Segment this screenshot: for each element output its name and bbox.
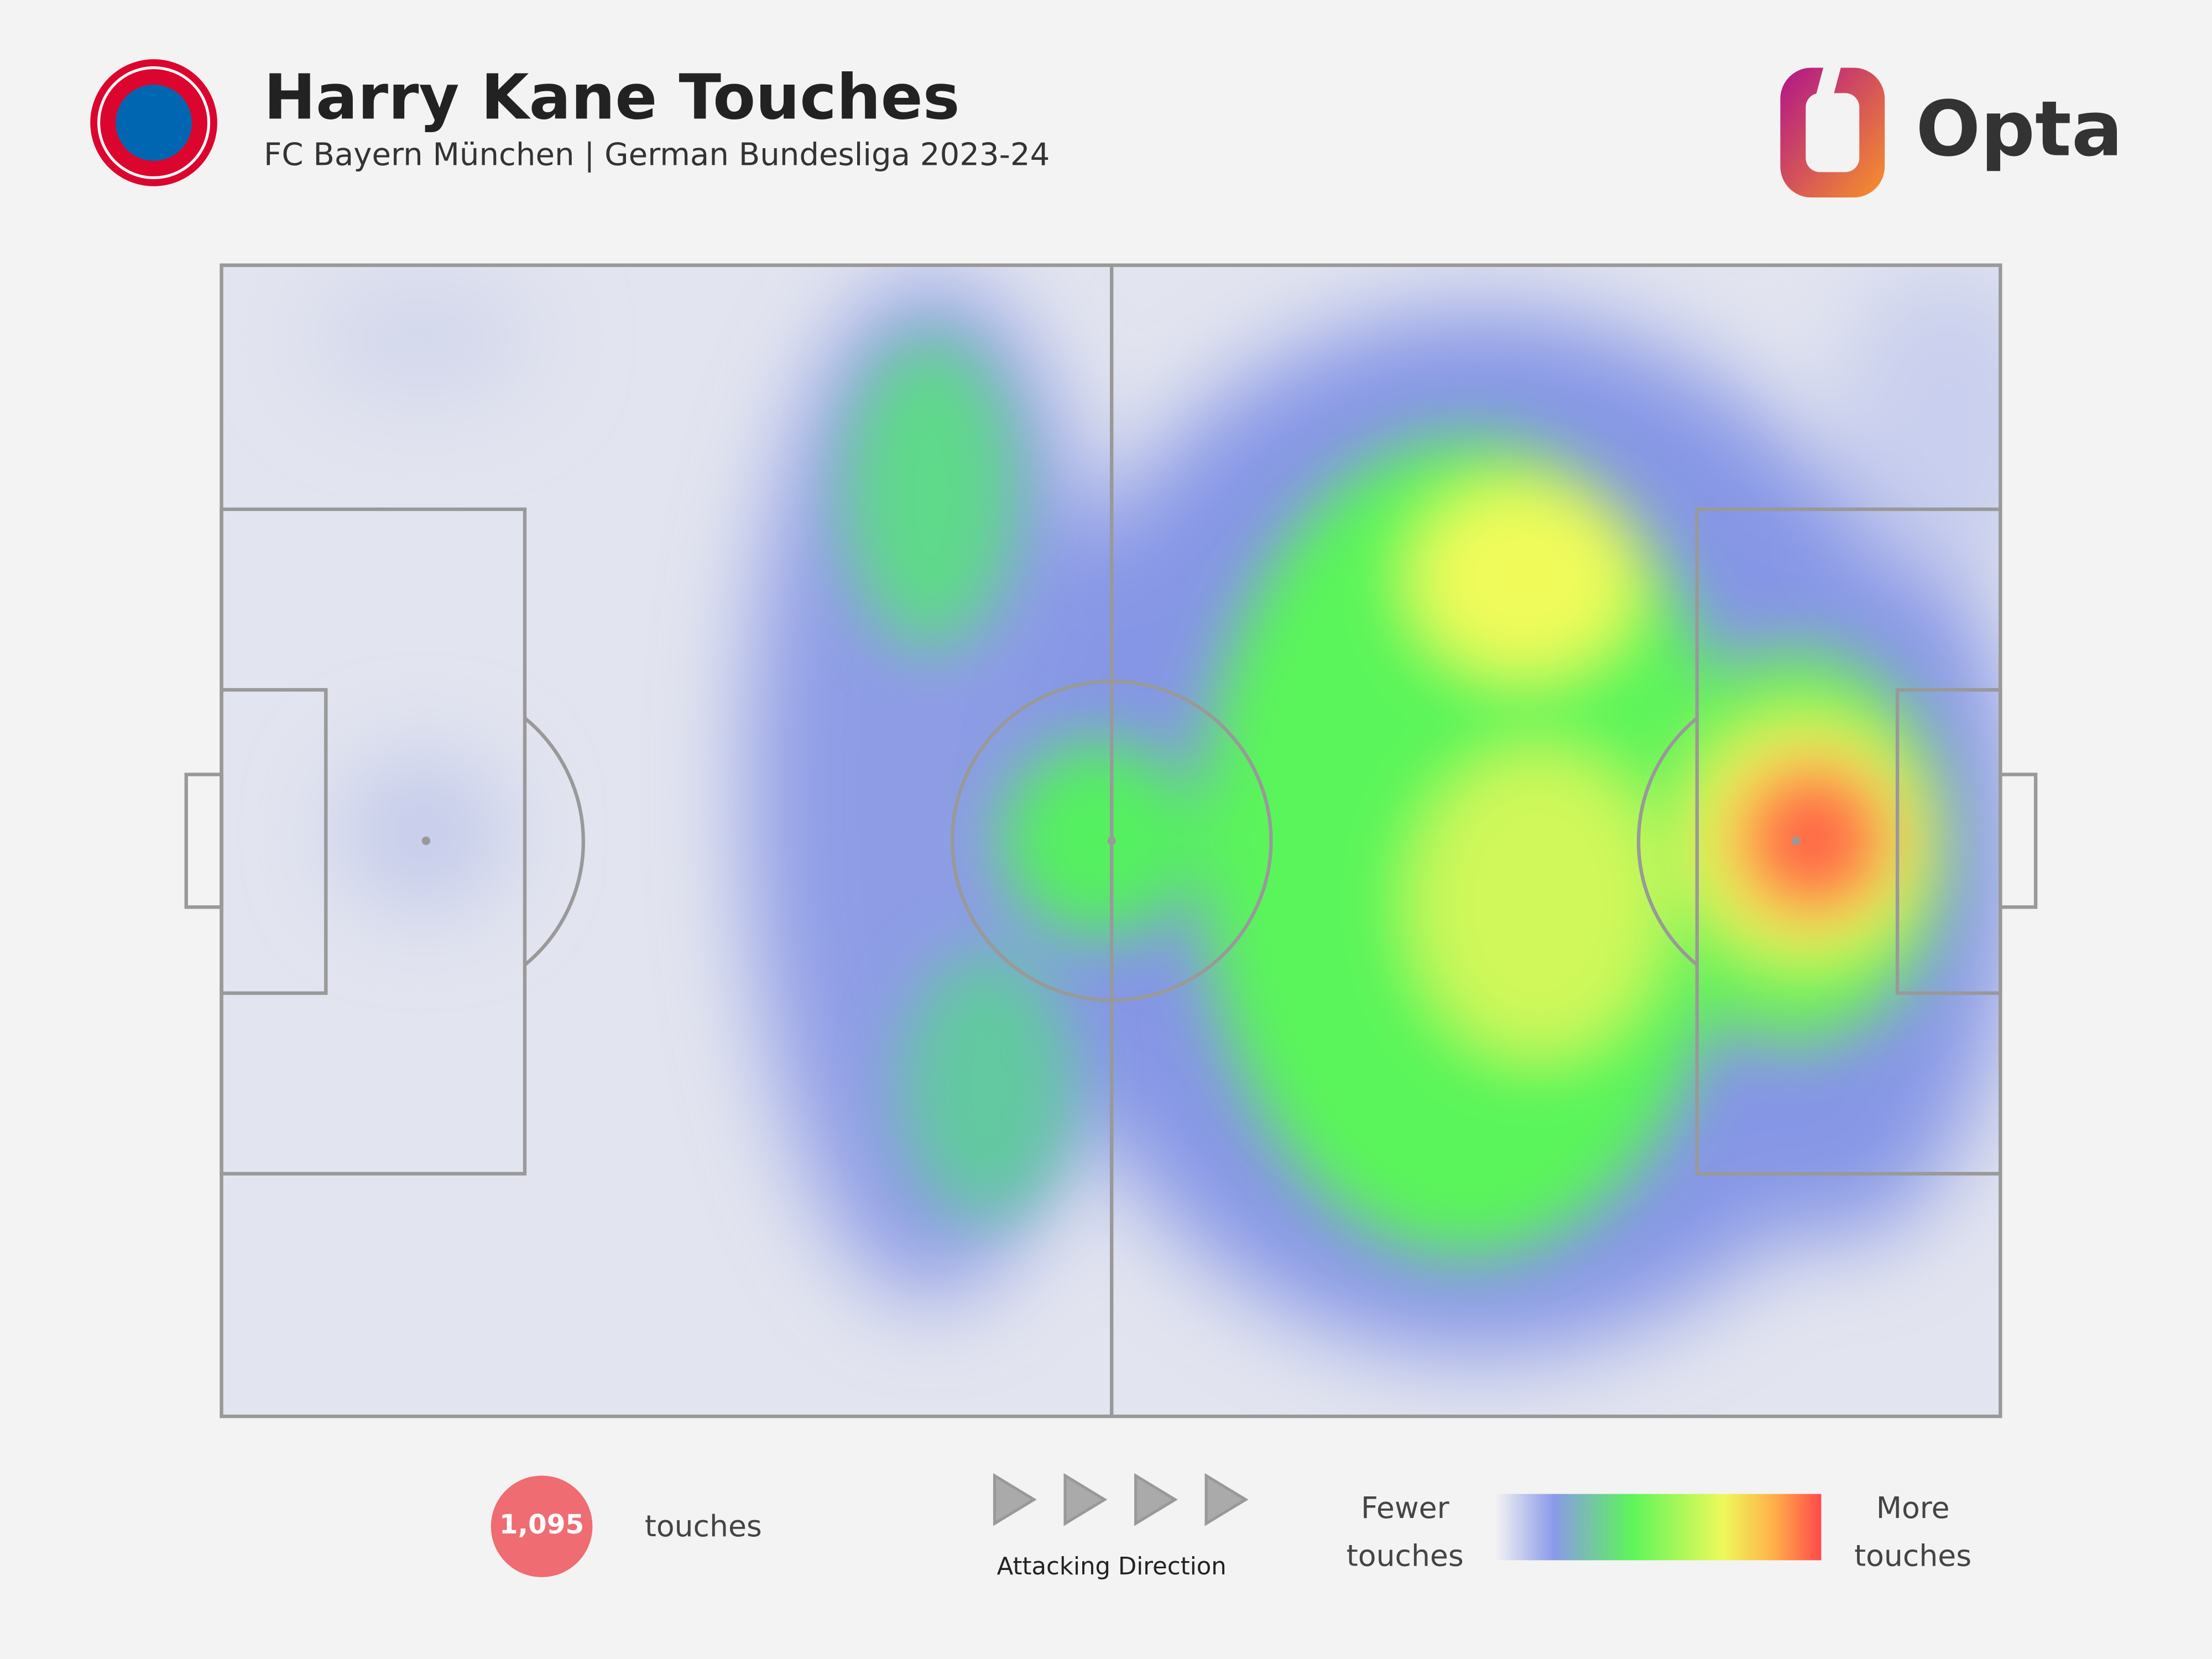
direction-label: Attacking Direction	[997, 1553, 1227, 1582]
title: Harry Kane Touches	[264, 62, 960, 134]
legend-low: Fewer touches	[1346, 1491, 1464, 1573]
touches-label: touches	[644, 1509, 762, 1543]
subtitle: FC Bayern München | German Bundesliga 20…	[264, 138, 1050, 174]
club-crest	[90, 59, 217, 186]
legend-high: More touches	[1854, 1491, 1972, 1573]
touches-count: 1,095	[499, 1509, 585, 1541]
heatmap	[221, 265, 2001, 1417]
brand-mark	[1780, 60, 1885, 198]
count-badge	[491, 1475, 593, 1578]
legend-gradient	[1495, 1494, 1822, 1561]
direction-arrows	[993, 1473, 1249, 1526]
brand-name: Opta	[1916, 85, 2123, 174]
spots	[421, 836, 1801, 846]
pitch-lines	[184, 263, 2038, 1418]
